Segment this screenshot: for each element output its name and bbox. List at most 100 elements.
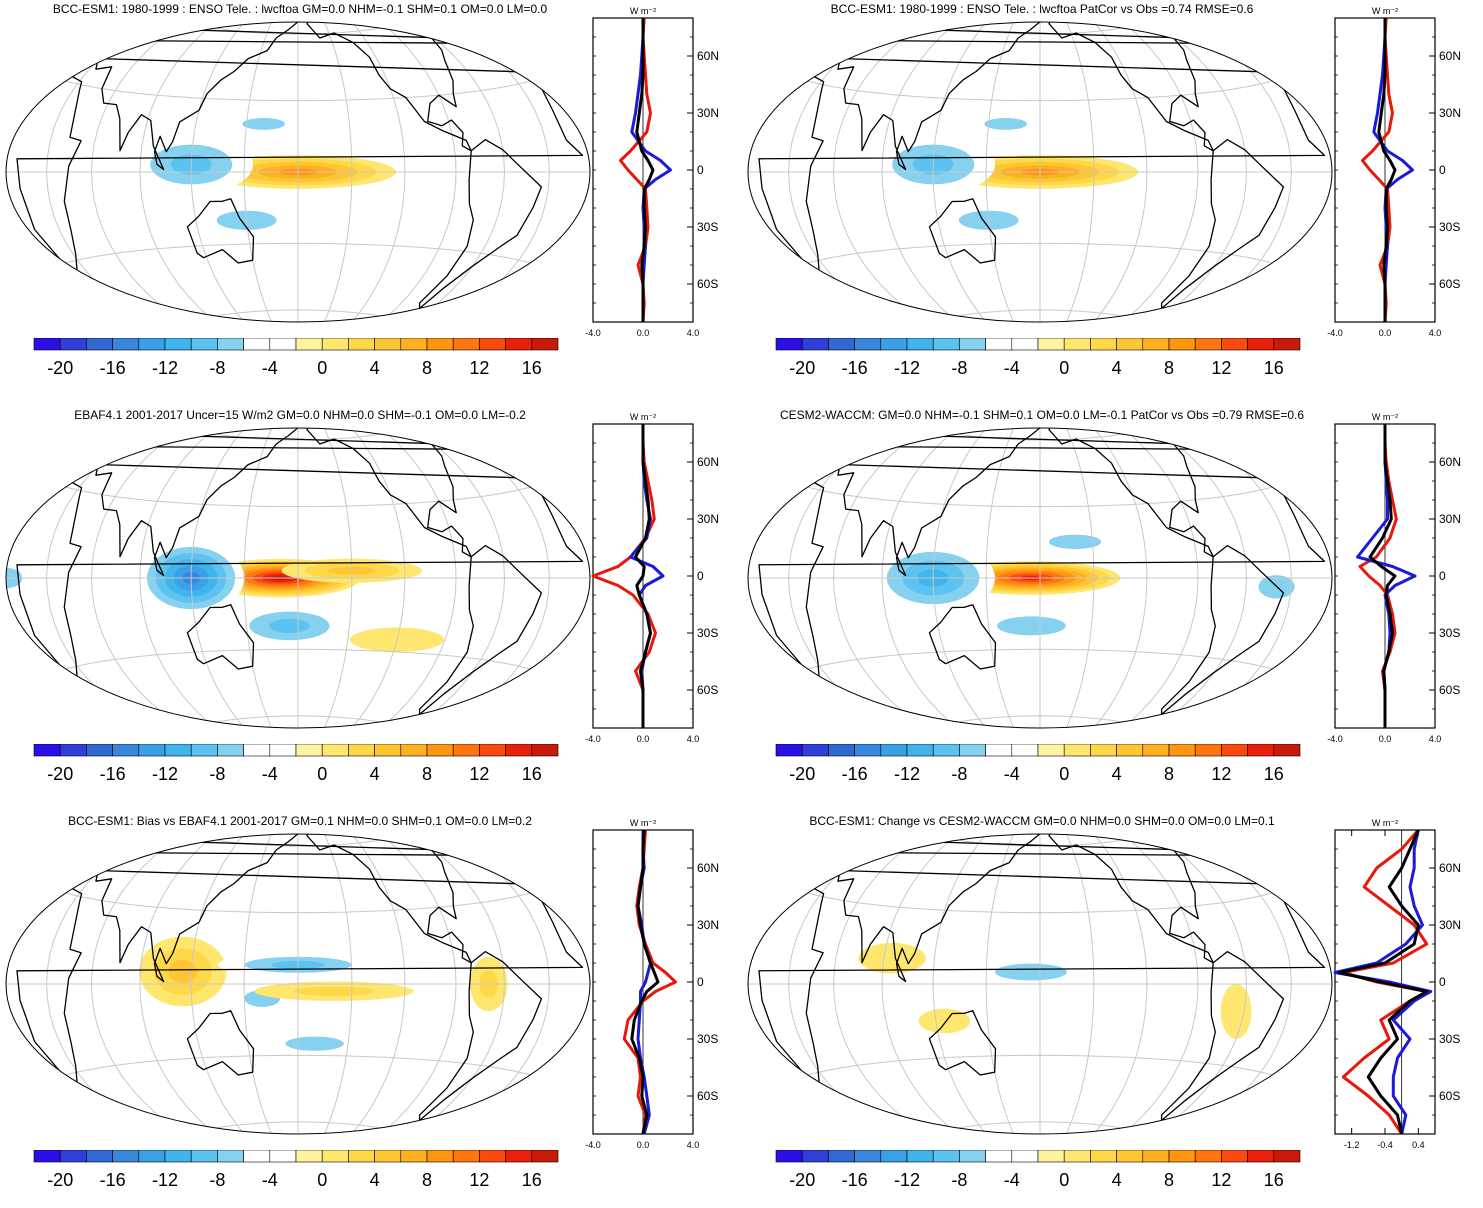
colorbar-box [33,338,61,351]
longitude-gridline [788,834,1041,1134]
colorbar-box [505,1150,533,1163]
colorbar-box [217,744,244,757]
colorbar-box [854,1150,882,1163]
profile-series-model [1361,17,1394,323]
panel-title: BCC-ESM1: Bias vs EBAF4.1 2001-2017 GM=0… [68,814,532,828]
colorbar-box [400,338,428,351]
profile-series-mean [635,18,655,322]
map-border [747,833,1333,1135]
coastline-antarctica [940,733,1140,740]
colorbar-box [1063,338,1091,351]
longitude-gridline [46,834,299,1134]
colorbar-label: -8 [951,1170,967,1190]
colorbar-label: 16 [522,358,542,378]
anomaly-contour [918,1008,971,1034]
profile-lat-label: 30N [1439,512,1461,526]
colorbar-box [801,744,829,757]
colorbar-label: -12 [894,764,920,784]
profile-lat-label: 60S [697,277,718,291]
colorbar-box [1194,338,1222,351]
longitude-gridline [985,428,1041,728]
colorbar-box [505,744,533,757]
longitude-gridline [243,22,299,322]
colorbar-box [1011,338,1039,351]
longitude-gridline [46,428,299,728]
colorbar-box [1247,744,1275,757]
profile-x-label: 4.0 [687,734,700,744]
profile-unit-label: W m⁻² [630,6,656,16]
profile-series-model [591,424,657,728]
colorbar: -20-16-12-8-4048121620 [33,744,559,784]
profile-x-label: 0.0 [637,328,650,338]
colorbar-box [828,1150,855,1163]
coastline-north-america [1048,834,1214,964]
colorbar-label: -20 [789,764,815,784]
colorbar-box [138,1150,166,1163]
coastline-north-america [306,22,472,152]
colorbar-box [531,338,559,351]
colorbar-box [479,744,506,757]
colorbar-box [1090,1150,1117,1163]
colorbar-box [59,744,87,757]
colorbar-box [932,1150,960,1163]
colorbar-box [801,1150,829,1163]
coastline-antarctica [198,733,398,740]
colorbar-label: 0 [317,358,327,378]
profile-x-label: 4.0 [1429,328,1442,338]
profile-x-label: -4.0 [585,328,601,338]
coastline-greenland [346,420,421,427]
colorbar-box [400,1150,428,1163]
coastline-australia [186,198,255,264]
profile-lat-label: 30N [697,512,719,526]
colorbar-label: 8 [1164,1170,1174,1190]
profile-lat-label: 30S [1439,626,1460,640]
colorbar-box [1011,744,1039,757]
profile-lat-label: 30N [697,918,719,932]
colorbar-box [1221,1150,1248,1163]
longitude-gridline [1039,22,1148,322]
longitude-gridline [1039,22,1248,322]
colorbar-box [243,338,271,351]
colorbar-box [1273,744,1301,757]
profile-x-label: -4.0 [1327,734,1343,744]
colorbar-box [959,338,986,351]
colorbar-box [985,1150,1013,1163]
profile-lat-label: 60S [697,1089,718,1103]
longitude-gridline [297,834,353,1134]
panel-title: BCC-ESM1: 1980-1999 : ENSO Tele. : lwcft… [52,2,548,16]
profile-lat-label: 60N [1439,49,1461,63]
profile-series-mean [1337,829,1429,1135]
zonal-mean-profile: W m⁻² 60N 30N 0 30S 60S -4.0 0.0 4.0 [585,412,719,744]
colorbar-box [269,338,297,351]
colorbar-label: 4 [1112,1170,1122,1190]
profile-series-model [622,829,677,1135]
colorbar-label: -20 [47,1170,73,1190]
map-border [5,833,591,1135]
colorbar-label: 4 [1112,764,1122,784]
profile-lat-label: 0 [1439,975,1446,989]
coastline-greenland [346,14,421,21]
colorbar-box [295,1150,323,1163]
anomaly-contour [858,942,926,974]
longitude-gridline [788,428,1041,728]
panel-title: BCC-ESM1: 1980-1999 : ENSO Tele. : lwcft… [830,2,1254,16]
coastline-greenland [1088,826,1163,833]
world-map [5,833,591,1135]
profile-lat-label: 30S [697,220,718,234]
longitude-gridline [832,22,1041,322]
colorbar-label: 16 [1264,764,1284,784]
coastline-south-america [1160,544,1285,716]
colorbar-box [400,744,428,757]
colorbar-box [1063,744,1091,757]
colorbar-box [321,1150,349,1163]
colorbar-box [112,338,140,351]
world-map [747,427,1333,740]
coastline-north-america [1048,22,1214,152]
profile-x-label: -4.0 [585,1140,601,1150]
profile-series-model [1358,424,1398,728]
colorbar-label: -8 [209,764,225,784]
colorbar-box [243,1150,271,1163]
colorbar-box [1142,1150,1170,1163]
longitude-gridline [90,834,299,1134]
colorbar-label: 12 [469,764,489,784]
